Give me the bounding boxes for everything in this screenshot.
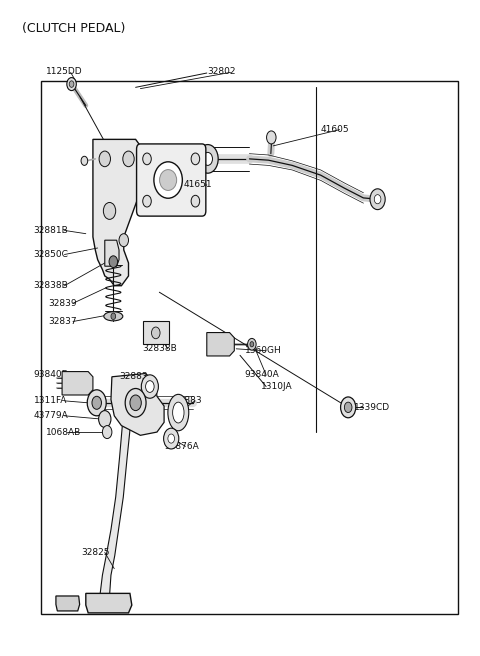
- Bar: [41, 81, 458, 614]
- Text: 32802: 32802: [207, 66, 235, 75]
- Text: 1339CD: 1339CD: [354, 403, 390, 412]
- Text: 93840E: 93840E: [34, 371, 68, 379]
- Circle shape: [191, 195, 200, 207]
- Circle shape: [374, 195, 381, 204]
- Circle shape: [92, 396, 101, 409]
- Circle shape: [81, 156, 88, 165]
- Text: 32839: 32839: [48, 298, 76, 308]
- Circle shape: [179, 160, 187, 171]
- Text: 32876A: 32876A: [164, 442, 199, 451]
- Circle shape: [203, 152, 213, 165]
- Polygon shape: [86, 594, 132, 613]
- Polygon shape: [62, 371, 93, 395]
- Text: 32850C: 32850C: [34, 250, 69, 259]
- Circle shape: [67, 77, 76, 91]
- Text: 1125DD: 1125DD: [46, 66, 82, 75]
- Circle shape: [98, 411, 111, 428]
- Polygon shape: [105, 240, 119, 266]
- Circle shape: [141, 375, 158, 398]
- Text: 43779A: 43779A: [34, 411, 68, 420]
- Polygon shape: [100, 406, 131, 596]
- Circle shape: [152, 327, 160, 338]
- Text: 1311FA: 1311FA: [34, 396, 67, 405]
- Text: (CLUTCH PEDAL): (CLUTCH PEDAL): [22, 22, 125, 35]
- Text: 1310JA: 1310JA: [261, 382, 293, 391]
- Circle shape: [119, 234, 129, 247]
- Circle shape: [175, 154, 192, 177]
- Bar: [143, 321, 169, 344]
- Ellipse shape: [168, 394, 189, 431]
- Circle shape: [87, 390, 106, 416]
- Circle shape: [143, 153, 151, 165]
- Circle shape: [99, 151, 110, 167]
- Text: 32838B: 32838B: [143, 344, 178, 354]
- Circle shape: [344, 402, 352, 413]
- Circle shape: [145, 380, 154, 392]
- Text: 32883: 32883: [119, 373, 148, 381]
- Text: 41605: 41605: [321, 125, 349, 134]
- Circle shape: [164, 428, 179, 449]
- Ellipse shape: [104, 312, 123, 321]
- Text: 93840A: 93840A: [245, 371, 279, 379]
- FancyBboxPatch shape: [137, 144, 206, 216]
- Polygon shape: [93, 139, 140, 286]
- Circle shape: [248, 338, 256, 350]
- Circle shape: [130, 395, 141, 411]
- Circle shape: [370, 189, 385, 210]
- Text: 32883: 32883: [174, 396, 202, 405]
- Text: 41651: 41651: [183, 180, 212, 190]
- Circle shape: [168, 434, 175, 443]
- Circle shape: [102, 426, 112, 439]
- Circle shape: [69, 81, 74, 87]
- Circle shape: [143, 195, 151, 207]
- Polygon shape: [207, 333, 234, 356]
- Polygon shape: [56, 596, 80, 611]
- Circle shape: [197, 144, 218, 173]
- Text: 32837: 32837: [48, 317, 76, 326]
- Circle shape: [123, 151, 134, 167]
- Text: 32825: 32825: [81, 548, 109, 557]
- Ellipse shape: [154, 162, 182, 198]
- Circle shape: [341, 397, 356, 418]
- Text: 1068AB: 1068AB: [46, 428, 81, 437]
- Polygon shape: [111, 373, 164, 436]
- Circle shape: [266, 131, 276, 144]
- Circle shape: [250, 342, 254, 347]
- Circle shape: [111, 313, 116, 319]
- Text: 32881B: 32881B: [34, 226, 68, 235]
- Circle shape: [103, 203, 116, 219]
- Circle shape: [191, 153, 200, 165]
- Text: 32838B: 32838B: [34, 281, 68, 290]
- Ellipse shape: [173, 402, 184, 423]
- Circle shape: [125, 388, 146, 417]
- Circle shape: [109, 256, 118, 268]
- Text: 1360GH: 1360GH: [245, 346, 281, 356]
- Ellipse shape: [159, 170, 177, 190]
